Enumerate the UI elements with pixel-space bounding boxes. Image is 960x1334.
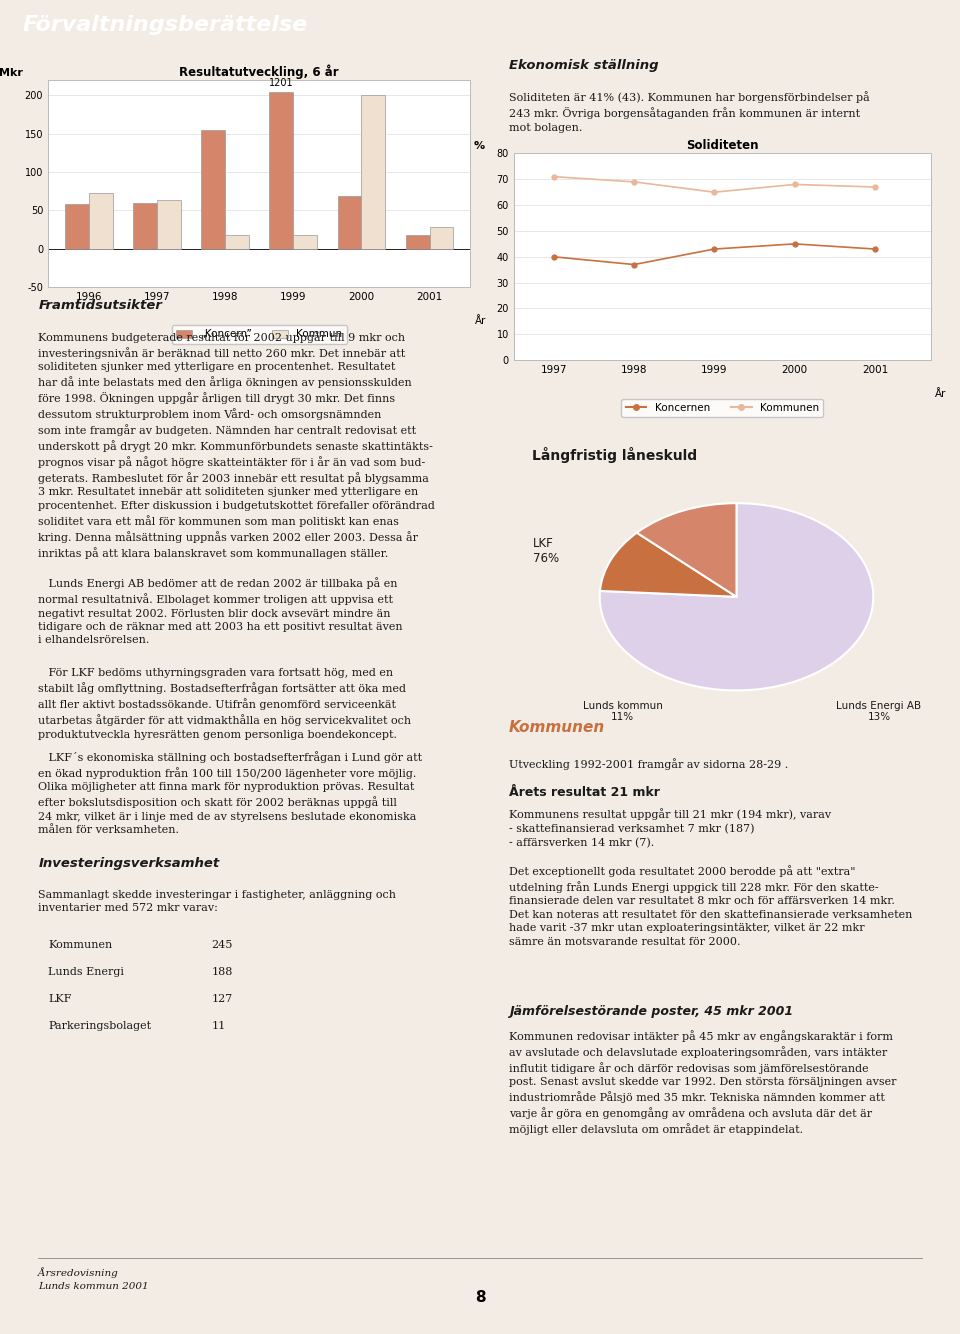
Bar — [429, 227, 453, 248]
Text: 1201: 1201 — [269, 79, 294, 88]
Text: 127: 127 — [211, 994, 232, 1003]
Text: LKF
76%: LKF 76% — [533, 538, 560, 566]
Text: 8: 8 — [474, 1290, 486, 1306]
Text: Mkr: Mkr — [0, 68, 23, 77]
Wedge shape — [600, 532, 736, 596]
Text: Utveckling 1992-2001 framgår av sidorna 28-29 .: Utveckling 1992-2001 framgår av sidorna … — [509, 758, 788, 770]
Bar — [65, 204, 89, 248]
Text: Parkeringsbolaget: Parkeringsbolaget — [48, 1021, 151, 1030]
Text: Framtidsutsikter: Framtidsutsikter — [38, 300, 162, 312]
Text: LKF´s ekonomiska ställning och bostadsefterfrågan i Lund gör att
en ökad nyprodu: LKF´s ekonomiska ställning och bostadsef… — [38, 751, 422, 835]
Text: Kommunens budgeterade resultat för 2002 uppgår till 9 mkr och
investeringsnivån : Kommunens budgeterade resultat för 2002 … — [38, 331, 435, 559]
Legend: „Koncern”, Kommun: „Koncern”, Kommun — [172, 325, 347, 344]
Text: År: År — [474, 316, 486, 325]
Text: 245: 245 — [211, 940, 232, 950]
Text: Lunds Energi AB bedömer att de redan 2002 är tillbaka på en
normal resultatnivå.: Lunds Energi AB bedömer att de redan 200… — [38, 578, 403, 646]
Bar — [133, 203, 157, 248]
Text: År: År — [935, 390, 947, 399]
Bar — [406, 235, 429, 248]
Bar — [293, 235, 317, 248]
Legend: Koncernen, Kommunen: Koncernen, Kommunen — [621, 399, 824, 418]
Text: Lunds kommun
11%: Lunds kommun 11% — [583, 700, 662, 723]
Text: 11: 11 — [211, 1021, 226, 1030]
Text: Investeringsverksamhet: Investeringsverksamhet — [38, 858, 220, 870]
Text: Soliditeten är 41% (43). Kommunen har borgensförbindelser på
243 mkr. Övriga bor: Soliditeten är 41% (43). Kommunen har bo… — [509, 91, 870, 132]
Bar — [361, 95, 385, 248]
Text: Lunds Energi: Lunds Energi — [48, 967, 124, 976]
Bar — [338, 196, 361, 248]
Text: LKF: LKF — [48, 994, 71, 1003]
Text: Kommunens resultat uppgår till 21 mkr (194 mkr), varav
- skattefinansierad verks: Kommunens resultat uppgår till 21 mkr (1… — [509, 808, 912, 947]
Text: Sammanlagt skedde investeringar i fastigheter, anläggning och
inventarier med 57: Sammanlagt skedde investeringar i fastig… — [38, 890, 396, 914]
Text: Årsredovisning
Lunds kommun 2001: Årsredovisning Lunds kommun 2001 — [38, 1267, 149, 1290]
Wedge shape — [636, 503, 736, 596]
Bar — [89, 193, 112, 248]
Text: Årets resultat 21 mkr: Årets resultat 21 mkr — [509, 786, 660, 799]
Text: För LKF bedöms uthyrningsgraden vara fortsatt hög, med en
stabilt låg omflyttnin: För LKF bedöms uthyrningsgraden vara for… — [38, 668, 412, 739]
Bar — [157, 200, 180, 248]
Bar — [270, 92, 293, 248]
Text: Långfristig låneskuld: Långfristig låneskuld — [532, 447, 697, 463]
Text: Förvaltningsberättelse: Förvaltningsberättelse — [22, 16, 307, 35]
Text: Kommunen redovisar intäkter på 45 mkr av engångskaraktär i form
av avslutade och: Kommunen redovisar intäkter på 45 mkr av… — [509, 1030, 897, 1135]
Text: 188: 188 — [211, 967, 232, 976]
Title: Soliditeten: Soliditeten — [686, 139, 758, 152]
Bar — [202, 129, 226, 248]
Text: Kommunen: Kommunen — [509, 720, 605, 735]
Text: %: % — [474, 141, 485, 151]
Wedge shape — [600, 503, 874, 691]
Bar — [226, 235, 249, 248]
Title: Resultatutveckling, 6 år: Resultatutveckling, 6 år — [180, 64, 339, 79]
Text: Jämförelsestörande poster, 45 mkr 2001: Jämförelsestörande poster, 45 mkr 2001 — [509, 1005, 793, 1018]
Text: Lunds Energi AB
13%: Lunds Energi AB 13% — [836, 700, 922, 723]
Text: Kommunen: Kommunen — [48, 940, 112, 950]
Text: Ekonomisk ställning: Ekonomisk ställning — [509, 60, 659, 72]
